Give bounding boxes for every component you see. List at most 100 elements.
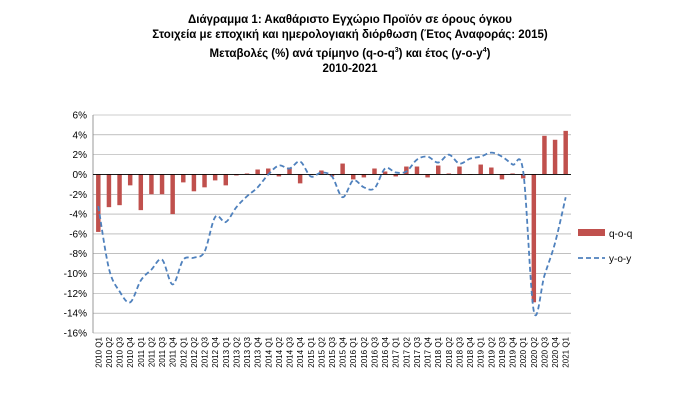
qoq-bar	[510, 173, 515, 175]
qoq-bar	[149, 174, 154, 195]
qoq-bar	[127, 174, 133, 186]
x-tick-label: 2016 Q4	[381, 336, 390, 367]
x-tick-label: 2018 Q2	[445, 336, 454, 367]
qoq-bar	[425, 174, 430, 178]
qoq-bar	[138, 174, 144, 211]
qoq-bar	[287, 167, 292, 175]
x-tick-label: 2020 Q4	[551, 336, 560, 367]
y-tick-label: -14%	[64, 309, 87, 320]
x-tick-label: 2010 Q3	[116, 336, 125, 367]
x-axis-ticks: 2010 Q1 2010 Q2 2010 Q3 2010 Q4 2011 Q1 2011 …	[94, 336, 570, 367]
chart-title: Διάγραμμα 1: Ακαθάριστο Εγχώριο Προϊόν σ…	[187, 14, 512, 26]
qoq-bar	[159, 174, 165, 195]
qoq-bar	[106, 174, 112, 208]
x-tick-label: 2017 Q4	[424, 336, 433, 367]
qoq-bars	[96, 130, 568, 303]
legend-label-yoy: y-o-y	[609, 254, 631, 265]
x-tick-label: 2020 Q1	[519, 336, 528, 367]
x-tick-label: 2016 Q3	[370, 336, 379, 367]
y-tick-label: -6%	[69, 229, 87, 240]
x-tick-label: 2012 Q1	[179, 336, 188, 367]
y-tick-label: -12%	[64, 289, 87, 300]
measure-text-b: ) και έτος (y-o-y	[398, 47, 483, 60]
qoq-bar	[266, 168, 271, 175]
chart-subtitle: Στοιχεία με εποχική και ημερολογιακή διό…	[152, 29, 548, 41]
x-tick-label: 2014 Q2	[275, 336, 284, 367]
x-tick-label: 2017 Q3	[413, 336, 422, 367]
x-tick-label: 2015 Q4	[339, 336, 348, 367]
chart-period: 2010-2021	[322, 62, 378, 75]
x-tick-label: 2018 Q3	[455, 336, 464, 367]
qoq-bar	[202, 174, 207, 188]
qoq-bar	[382, 171, 388, 175]
qoq-bar	[351, 174, 356, 180]
qoq-bar	[478, 164, 483, 175]
y-tick-label: -4%	[69, 210, 87, 221]
qoq-bar	[170, 174, 175, 215]
y-tick-label: -10%	[64, 269, 87, 280]
x-tick-label: 2015 Q1	[307, 336, 316, 367]
chart-subtitle-measure: Μεταβολές (%) ανά τρίμηνο (q-o-q3) και έ…	[0, 43, 700, 62]
qoq-bar	[446, 173, 452, 175]
x-tick-label: 2012 Q4	[211, 336, 220, 367]
qoq-bar	[542, 135, 547, 175]
yoy-line-group	[97, 151, 567, 316]
footnote-ref-4: 4	[482, 47, 487, 54]
x-tick-label: 2021 Q1	[562, 336, 571, 367]
x-tick-label: 2010 Q4	[126, 336, 135, 367]
yoy-line	[97, 151, 567, 316]
y-tick-label: 6%	[73, 111, 88, 122]
x-tick-label: 2019 Q3	[498, 336, 507, 367]
x-tick-label: 2020 Q3	[540, 336, 549, 367]
y-tick-label: -2%	[69, 190, 87, 201]
x-tick-label: 2012 Q2	[190, 336, 199, 367]
qoq-bar	[191, 174, 197, 192]
y-tick-label: -16%	[64, 329, 87, 340]
qoq-bar	[531, 174, 537, 303]
x-tick-label: 2016 Q1	[349, 336, 358, 367]
x-tick-label: 2011 Q4	[169, 336, 178, 367]
qoq-bar	[499, 174, 505, 180]
qoq-bar	[255, 169, 260, 175]
y-tick-label: -8%	[69, 249, 87, 260]
x-tick-label: 2014 Q3	[286, 336, 295, 367]
y-tick-label: 2%	[73, 150, 88, 161]
x-tick-label: 2010 Q2	[105, 336, 114, 367]
legend-label-qoq: q-o-q	[609, 229, 632, 240]
chart-title-block: Διάγραμμα 1: Ακαθάριστο Εγχώριο Προϊόν σ…	[0, 13, 700, 77]
y-tick-label: 0%	[73, 170, 88, 181]
x-tick-label: 2011 Q3	[158, 336, 167, 367]
x-tick-label: 2019 Q1	[477, 336, 486, 367]
legend: q-o-q y-o-y	[578, 229, 632, 265]
x-tick-label: 2013 Q2	[232, 336, 241, 367]
x-tick-label: 2013 Q4	[254, 336, 263, 367]
x-tick-label: 2012 Q3	[201, 336, 210, 367]
x-tick-label: 2014 Q1	[264, 336, 273, 367]
y-axis-ticks: -16% -14% -12% -10% -8% -6% -4% -2% 0% 2% 4% 6%	[64, 111, 87, 340]
qoq-bar	[414, 166, 420, 175]
qoq-bar	[435, 165, 441, 175]
x-tick-label: 2018 Q1	[434, 336, 443, 367]
qoq-bar	[489, 167, 494, 175]
x-tick-label: 2018 Q4	[466, 336, 475, 367]
measure-text-a: Μεταβολές (%) ανά τρίμηνο (q-o-q	[209, 47, 395, 60]
qoq-bar	[361, 174, 367, 178]
qoq-bar	[393, 174, 398, 177]
x-tick-label: 2014 Q4	[296, 336, 305, 367]
x-tick-label: 2020 Q2	[530, 336, 539, 367]
qoq-bar	[563, 130, 568, 175]
gridlines	[92, 114, 571, 334]
qoq-bar	[319, 170, 324, 175]
x-tick-label: 2017 Q2	[402, 336, 411, 367]
qoq-bar	[552, 139, 558, 175]
x-tick-label: 2015 Q2	[317, 336, 326, 367]
qoq-bar	[244, 173, 250, 175]
x-tick-label: 2019 Q4	[509, 336, 518, 367]
qoq-bar	[297, 174, 303, 184]
x-tick-label: 2019 Q2	[487, 336, 496, 367]
measure-text-c: )	[486, 47, 491, 60]
x-tick-label: 2010 Q1	[94, 336, 103, 367]
qoq-bar	[234, 174, 239, 176]
footnote-ref-3: 3	[394, 47, 399, 54]
